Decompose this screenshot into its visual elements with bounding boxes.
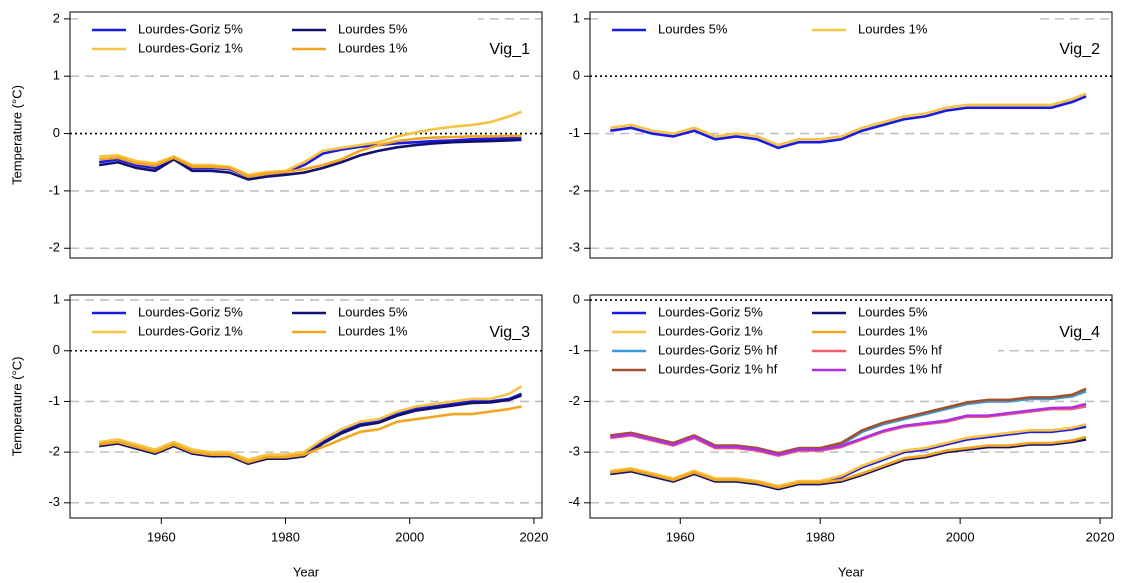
series-line [610, 422, 1087, 488]
y-tick-label: -1 [568, 125, 580, 140]
series-line [99, 405, 522, 464]
y-tick-label: -4 [568, 494, 580, 509]
x-tick-label: 2000 [946, 529, 975, 544]
y-tick-label: 0 [573, 292, 580, 307]
y-axis-label: Temperature (°C) [9, 85, 24, 185]
series-line [610, 387, 1087, 455]
y-tick-label: -2 [568, 182, 580, 197]
x-tick-label: 1980 [271, 529, 300, 544]
y-tick-label: -1 [48, 182, 60, 197]
x-tick-label: 1960 [666, 529, 695, 544]
series-line [99, 385, 523, 462]
y-tick-label: 0 [53, 342, 60, 357]
legend-label: Lourdes-Goriz 1% [658, 323, 763, 338]
x-tick-label: 2000 [395, 529, 424, 544]
legend-background [78, 301, 478, 345]
y-tick-label: 1 [53, 68, 60, 83]
legend-label: Lourdes 1% hf [858, 361, 942, 376]
panel: -4 -3 -2 -1 0 1960 1980 2000 2020 Lourdes-Goriz 5… [568, 292, 1114, 580]
panel-label: Vig_4 [1059, 324, 1100, 341]
legend-background [78, 18, 478, 62]
legend-label: Lourdes 1% [858, 323, 928, 338]
legend-label: Lourdes-Goriz 1% hf [658, 361, 778, 376]
plot-frame [69, 11, 543, 259]
y-tick-label: 1 [573, 10, 580, 25]
legend-label: Lourdes 5% [658, 21, 728, 36]
legend-label: Lourdes 5% [858, 304, 928, 319]
legend-label: Lourdes-Goriz 5% [138, 21, 243, 36]
y-tick-label: 0 [573, 68, 580, 83]
series-line [610, 92, 1087, 147]
legend-label: Lourdes-Goriz 5% hf [658, 342, 778, 357]
legend-label: Lourdes 1% [858, 21, 928, 36]
series-line [610, 95, 1087, 150]
y-tick-label: 1 [53, 292, 60, 307]
legend-label: Lourdes 1% [338, 40, 408, 55]
legend-label: Lourdes 5% hf [858, 342, 942, 357]
series-line [98, 138, 522, 181]
legend-label: Lourdes-Goriz 1% [138, 40, 243, 55]
y-tick-label: 2 [53, 10, 60, 25]
panel-label: Vig_1 [489, 41, 530, 58]
legend-label: Lourdes 5% [338, 304, 408, 319]
y-tick-label: 0 [53, 125, 60, 140]
legend: Lourdes-Goriz 5% Lourdes-Goriz 1% Lourdes … [78, 301, 478, 345]
y-tick-label: -2 [48, 240, 60, 255]
x-tick-label: 2020 [519, 529, 548, 544]
legend: Lourdes-Goriz 5% Lourdes-Goriz 1% Lourdes … [78, 18, 478, 62]
panel: -3 -2 -1 0 1 1960 1980 2000 2020 Lourdes-Goriz 5%… [9, 292, 548, 580]
legend: Lourdes-Goriz 5% Lourdes-Goriz 1% Lourdes-… [598, 301, 998, 383]
legend-label: Lourdes-Goriz 5% [658, 304, 763, 319]
x-tick-label: 2020 [1086, 529, 1115, 544]
x-tick-label: 1980 [806, 529, 835, 544]
legend: Lourdes 5% Lourdes 1% [598, 18, 1038, 43]
panel-label: Vig_3 [489, 324, 530, 341]
legend-label: Lourdes-Goriz 5% [138, 304, 243, 319]
panel: -3 -2 -1 0 1 Lourdes 5% Lourdes 1% Vig_2 [568, 10, 1113, 259]
y-tick-label: -3 [568, 444, 580, 459]
y-tick-label: -2 [568, 393, 580, 408]
y-tick-label: -3 [568, 240, 580, 255]
legend-background [598, 301, 998, 383]
plot-frame [589, 11, 1113, 259]
plot-frame [69, 294, 543, 519]
series-line [610, 402, 1087, 456]
legend-label: Lourdes 5% [338, 21, 408, 36]
y-tick-label: -1 [568, 342, 580, 357]
legend-label: Lourdes-Goriz 1% [138, 323, 243, 338]
y-tick-label: -1 [48, 393, 60, 408]
x-tick-label: 1960 [147, 529, 176, 544]
series-line [610, 435, 1087, 489]
y-tick-label: -2 [48, 444, 60, 459]
legend-label: Lourdes 1% [338, 323, 408, 338]
plot-frame [589, 294, 1113, 519]
series-line [99, 134, 522, 178]
x-axis-label: Year [293, 564, 320, 579]
y-axis-label: Temperature (°C) [9, 357, 24, 457]
panel-label: Vig_2 [1059, 41, 1100, 58]
x-axis-label: Year [838, 564, 865, 579]
y-tick-label: -3 [48, 494, 60, 509]
series-line [610, 438, 1087, 491]
